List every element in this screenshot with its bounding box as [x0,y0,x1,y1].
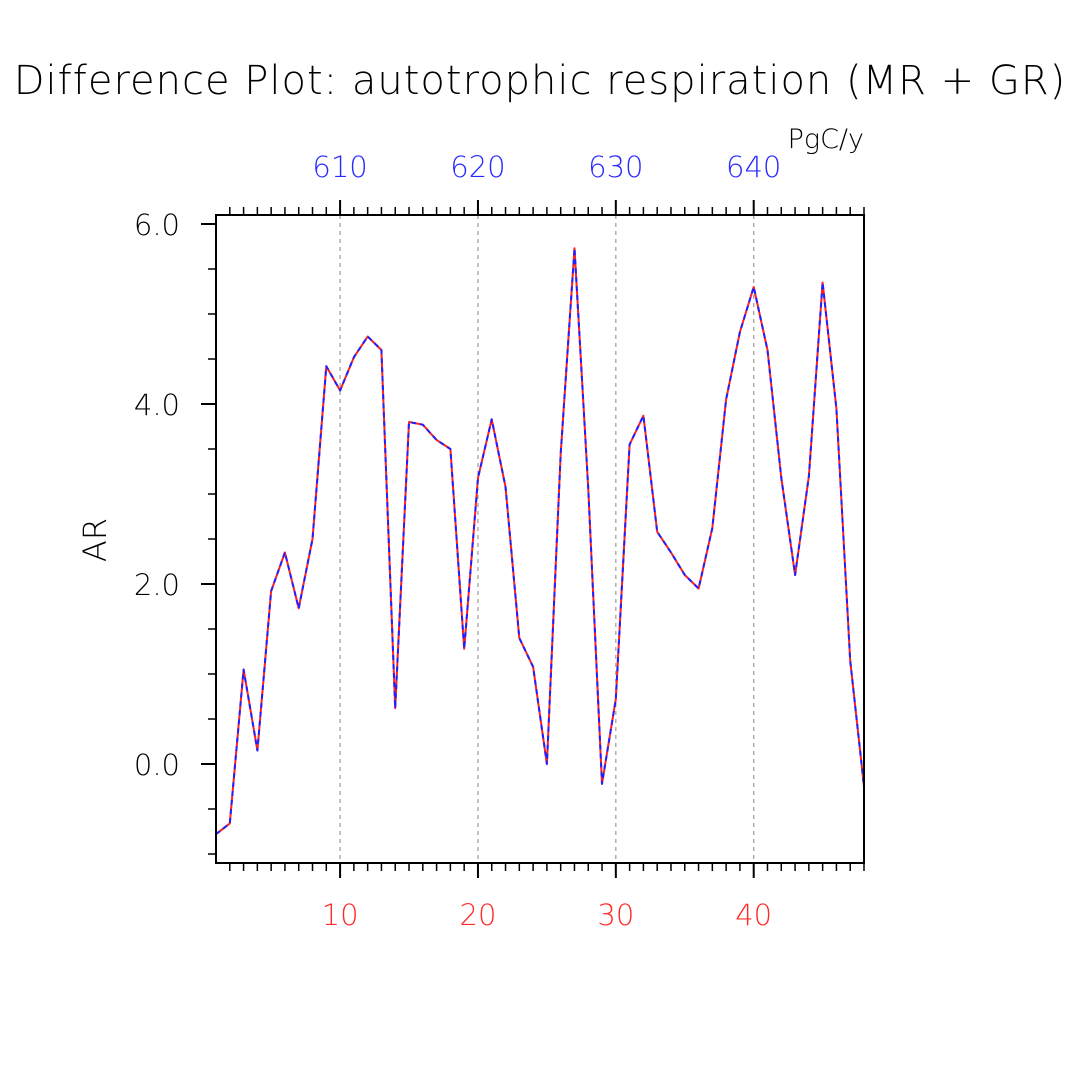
x-tick-label-top: 630 [588,150,643,184]
series-line-1 [215,247,865,835]
x-tick-label-bottom: 10 [322,898,359,932]
y-tick-label: 2.0 [134,568,180,602]
units-label: PgC/y [788,124,864,155]
x-tick-label-top: 640 [726,150,781,184]
x-tick-label-top: 620 [450,150,505,184]
y-tick-label: 4.0 [134,388,180,422]
axes: 10 20 30 40 610 620 630 640 0.0 2.0 4.0 6.0 [134,150,865,932]
y-axis-label: AR [76,518,114,562]
chart-title: Difference Plot: autotrophic respiration… [14,58,1066,104]
gridlines [339,215,755,863]
x-tick-label-top: 610 [312,150,367,184]
x-tick-label-bottom: 30 [597,898,634,932]
y-tick-label: 0.0 [134,748,180,782]
x-tick-label-bottom: 20 [460,898,497,932]
y-tick-label: 6.0 [134,208,180,242]
data-series [215,247,865,835]
x-tick-label-bottom: 40 [735,898,772,932]
